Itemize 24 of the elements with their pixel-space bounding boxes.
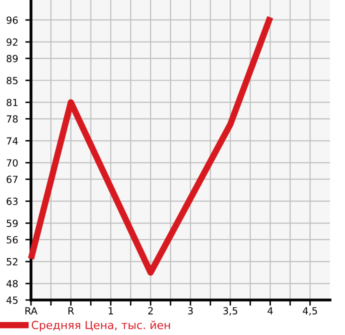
x-tick-label: 4,5 <box>302 307 317 316</box>
y-tick-label: 89 <box>6 54 18 62</box>
x-tick-label: 2 <box>148 307 153 314</box>
y-tick-label: 45 <box>6 296 18 304</box>
y-tick-label: 96 <box>6 16 18 24</box>
legend-label: Средняя Цена, тыс. йен <box>32 320 170 332</box>
x-tick-label: 3,5 <box>223 307 238 316</box>
y-tick-label: 85 <box>6 76 18 84</box>
y-tick-label: 74 <box>6 137 18 144</box>
x-tick-label: 1 <box>108 307 113 314</box>
y-tick-label: 81 <box>6 98 18 106</box>
y-tick-label: 78 <box>6 115 18 123</box>
y-tick-label: 70 <box>6 159 18 167</box>
y-tick-label: 67 <box>6 176 18 184</box>
y-tick-label: 48 <box>6 280 18 288</box>
y-tick-label: 52 <box>6 258 18 266</box>
x-tick-label: R <box>68 307 74 314</box>
y-tick-label: 63 <box>6 198 18 206</box>
x-tick-label: 4 <box>268 307 273 314</box>
y-tick-label: 92 <box>6 38 18 46</box>
y-tick-label: 56 <box>6 236 18 244</box>
y-tick-label: 59 <box>6 220 18 227</box>
x-tick-label: 3 <box>188 307 193 314</box>
x-tick-label: RA <box>25 307 38 314</box>
